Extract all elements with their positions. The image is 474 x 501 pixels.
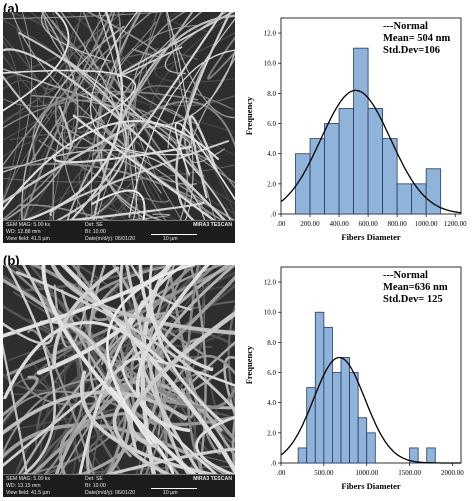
sem-detector-text: Det: SE <box>85 476 103 482</box>
y-tick-label: 12.0 <box>264 30 277 38</box>
y-tick-label: 2.0 <box>267 180 276 188</box>
histogram-bar <box>353 47 369 215</box>
legend-line: Std.Dev= 125 <box>383 294 443 305</box>
x-tick-label: 1000.00 <box>355 469 378 477</box>
sem-date-text: Date(m/d/y): 06/01/20 <box>85 236 136 242</box>
legend-line: Mean= 504 nm <box>383 33 450 44</box>
y-tick-label: 10.0 <box>264 60 277 68</box>
legend-line: Std.Dev=106 <box>383 45 440 56</box>
sem-info-bar-a: SEM MAG: 5.00 kx Det: SE MIRA3 TESCAN WD… <box>3 220 235 243</box>
sem-brand-logo: MIRA3 TESCAN <box>193 222 232 228</box>
histogram-bar <box>367 108 384 215</box>
sem-view-field-text: View field: 41.5 µm <box>6 236 50 242</box>
legend-line: Mean=636 nm <box>383 282 448 293</box>
x-tick-label: 1500.00 <box>398 469 421 477</box>
y-tick-label: 4.0 <box>267 399 276 407</box>
x-tick-label: 500.00 <box>314 469 334 477</box>
x-tick-label: .00 <box>277 469 286 477</box>
x-tick-label: .00 <box>277 220 286 228</box>
histogram-bar <box>323 326 333 464</box>
histogram-bar <box>297 447 308 464</box>
x-axis-label: Fibers Diameter <box>341 232 400 242</box>
y-tick-label: 6.0 <box>267 120 276 128</box>
sem-fiber-network-a <box>3 12 235 221</box>
legend-line: ---Normal <box>383 270 428 281</box>
x-axis-label: Fibers Diameter <box>341 481 400 491</box>
histogram-bar <box>309 138 325 215</box>
sem-wd-text: WD: 13.15 mm <box>6 483 41 489</box>
histogram-a: .0 2.0 4.0 6.0 8.0 10.0 12.0 .00 200.00 400.00 600… <box>243 10 474 250</box>
x-tick-label: 1000.00 <box>415 220 438 228</box>
x-tick-label: 400.00 <box>329 220 349 228</box>
x-tick-label: 800.00 <box>388 220 408 228</box>
x-tick-label: 1200.00 <box>444 220 467 228</box>
histogram-bar <box>314 311 325 464</box>
y-tick-label: 6.0 <box>267 369 276 377</box>
y-tick-label: 8.0 <box>267 339 276 347</box>
histogram-bar <box>349 372 359 464</box>
histogram-bar <box>338 108 354 215</box>
sem-detector-text: Det: SE <box>85 222 103 228</box>
y-axis-label: Frequency <box>244 96 254 135</box>
sem-bi-text: BI: 10.00 <box>85 483 106 489</box>
y-tick-label: 10.0 <box>264 309 277 317</box>
histogram-svg-a: .0 2.0 4.0 6.0 8.0 10.0 12.0 .00 200.00 400.00 600… <box>244 17 467 242</box>
normal-curve <box>280 356 461 464</box>
histogram-bar <box>366 432 376 464</box>
histogram-bar <box>357 417 368 464</box>
histogram-bar <box>382 138 398 215</box>
histogram-bar <box>425 168 442 215</box>
histogram-bar <box>426 447 436 464</box>
sem-brand-logo: MIRA3 TESCAN <box>193 476 232 482</box>
sem-mag-text: SEM MAG: 5.00 kx <box>6 222 51 228</box>
x-tick-label: 200.00 <box>300 220 320 228</box>
x-tick-label: 600.00 <box>358 220 378 228</box>
sem-scale-bar <box>151 488 197 489</box>
y-axis-label: Frequency <box>244 345 254 384</box>
sem-mag-text: SEM MAG: 5.00 kx <box>6 476 51 482</box>
normal-curve <box>280 89 462 214</box>
sem-wd-text: WD: 12.88 mm <box>6 229 41 235</box>
sem-view-field-text: View field: 41.5 µm <box>6 490 50 496</box>
histogram-bar <box>340 357 350 464</box>
histogram-svg-b: .0 2.0 4.0 6.0 8.0 10.0 12.0 .00 500.00 1000.00 15… <box>244 266 464 491</box>
sem-image-a: SEM MAG: 5.00 kx Det: SE MIRA3 TESCAN WD… <box>3 12 235 243</box>
y-tick-label: 2.0 <box>267 429 276 437</box>
legend-line: ---Normal <box>383 21 428 32</box>
y-tick-label: 8.0 <box>267 90 276 98</box>
sem-info-bar-b: SEM MAG: 5.00 kx Det: SE MIRA3 TESCAN WD… <box>3 474 235 497</box>
x-tick-label: 2000.00 <box>441 469 464 477</box>
sem-scale-label: 10 µm <box>163 490 178 496</box>
histogram-bar <box>411 183 427 215</box>
sem-date-text: Date(m/d/y): 06/01/20 <box>85 490 136 496</box>
sem-scale-label: 10 µm <box>163 236 178 242</box>
histogram-b: .0 2.0 4.0 6.0 8.0 10.0 12.0 .00 500.00 1000.00 15… <box>243 259 474 501</box>
y-tick-label: .0 <box>271 460 277 468</box>
histogram-bar <box>396 183 413 215</box>
histogram-bar <box>332 372 342 464</box>
histogram-bar <box>409 447 419 464</box>
histogram-bar <box>324 123 340 215</box>
sem-scale-bar <box>151 234 197 235</box>
sem-bi-text: BI: 10.00 <box>85 229 106 235</box>
sem-image-b: SEM MAG: 5.00 kx Det: SE MIRA3 TESCAN WD… <box>3 265 235 497</box>
y-tick-label: 12.0 <box>264 279 277 287</box>
y-tick-label: .0 <box>271 211 277 219</box>
y-tick-label: 4.0 <box>267 150 276 158</box>
sem-fiber-network-b <box>3 265 235 475</box>
